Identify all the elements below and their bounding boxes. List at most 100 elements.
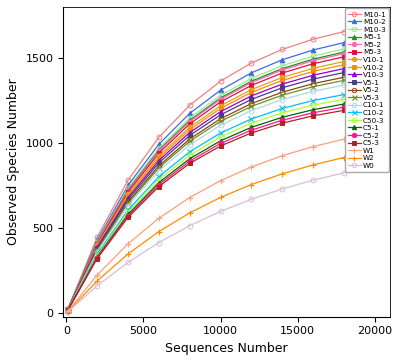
C50-3 xyxy=(311,103,316,107)
V5-2 xyxy=(249,101,254,106)
C50-3 xyxy=(95,253,100,258)
V5-3 xyxy=(156,166,161,170)
V5-3 xyxy=(95,248,100,253)
W1 xyxy=(126,241,130,246)
Line: M5-3: M5-3 xyxy=(66,50,370,312)
V10-3 xyxy=(126,195,130,200)
W2 xyxy=(218,195,223,199)
M10-2 xyxy=(156,142,161,147)
V5-2 xyxy=(342,75,346,79)
V5-2 xyxy=(280,90,284,94)
Line: V5-2: V5-2 xyxy=(66,71,370,312)
M10-2 xyxy=(187,111,192,115)
C5-3 xyxy=(218,144,223,148)
C10-1 xyxy=(218,123,223,127)
C5-2 xyxy=(66,308,70,312)
V5-3 xyxy=(66,308,70,312)
C50-3 xyxy=(280,111,284,115)
C5-3 xyxy=(187,161,192,165)
M5-3 xyxy=(249,83,254,88)
Line: C50-3: C50-3 xyxy=(66,93,370,312)
V10-3 xyxy=(249,94,254,98)
V10-1 xyxy=(66,307,70,312)
C5-2 xyxy=(364,102,369,106)
C5-2 xyxy=(280,118,284,122)
C10-2 xyxy=(95,252,100,256)
Line: V5-3: V5-3 xyxy=(65,74,370,312)
V5-1 xyxy=(311,77,316,81)
C50-3 xyxy=(342,97,346,101)
C5-1 xyxy=(218,139,223,143)
W2 xyxy=(311,163,316,167)
M5-3 xyxy=(126,190,130,194)
W1 xyxy=(311,144,316,149)
M5-3 xyxy=(364,51,369,55)
C5-1 xyxy=(249,125,254,130)
W2 xyxy=(249,182,254,187)
M5-1 xyxy=(249,79,254,83)
C5-3 xyxy=(126,215,130,220)
C5-2 xyxy=(342,105,346,109)
M10-1 xyxy=(95,235,100,240)
C5-2 xyxy=(156,182,161,187)
M5-3 xyxy=(342,55,346,59)
C10-2 xyxy=(66,308,70,312)
Line: C5-2: C5-2 xyxy=(66,101,370,313)
Line: M10-2: M10-2 xyxy=(66,36,370,312)
Y-axis label: Observed Species Number: Observed Species Number xyxy=(7,79,20,245)
M10-3 xyxy=(249,76,254,81)
M10-1 xyxy=(342,29,346,34)
Line: M5-1: M5-1 xyxy=(66,46,370,312)
V10-1 xyxy=(156,154,161,158)
W0 xyxy=(156,240,161,245)
M5-3 xyxy=(218,100,223,104)
V10-1 xyxy=(280,75,284,80)
Line: V10-2: V10-2 xyxy=(66,58,370,312)
C50-3 xyxy=(364,94,369,98)
C5-2 xyxy=(95,256,100,260)
C10-2 xyxy=(280,106,284,111)
M10-2 xyxy=(249,71,254,75)
M10-3 xyxy=(218,93,223,98)
W2 xyxy=(126,252,130,256)
V5-3 xyxy=(126,201,130,206)
V10-3 xyxy=(342,67,346,71)
C50-3 xyxy=(218,135,223,139)
C10-1 xyxy=(156,169,161,173)
X-axis label: Sequences Number: Sequences Number xyxy=(165,342,288,355)
V5-1 xyxy=(187,133,192,138)
C5-2 xyxy=(126,214,130,218)
M10-2 xyxy=(342,41,346,45)
M5-2 xyxy=(156,149,161,153)
M5-2 xyxy=(249,80,254,85)
M5-1 xyxy=(156,148,161,152)
C5-3 xyxy=(364,105,369,109)
C5-2 xyxy=(218,141,223,146)
V5-1 xyxy=(218,113,223,117)
W2 xyxy=(66,310,70,314)
V5-2 xyxy=(187,137,192,141)
Line: C5-3: C5-3 xyxy=(66,105,370,313)
C10-1 xyxy=(311,89,316,93)
M5-2 xyxy=(95,241,100,245)
M10-3 xyxy=(280,63,284,68)
M5-2 xyxy=(218,97,223,101)
Line: W0: W0 xyxy=(66,165,370,314)
M5-1 xyxy=(95,241,100,245)
C5-3 xyxy=(311,114,316,118)
V10-2 xyxy=(364,59,369,63)
Line: C10-1: C10-1 xyxy=(66,79,370,312)
Line: W2: W2 xyxy=(65,150,370,314)
W1 xyxy=(95,273,100,277)
M5-1 xyxy=(364,46,369,50)
Line: M10-3: M10-3 xyxy=(66,42,370,312)
C10-2 xyxy=(364,89,369,93)
V10-1 xyxy=(342,59,346,64)
C5-3 xyxy=(342,108,346,113)
M5-2 xyxy=(311,59,316,63)
W1 xyxy=(66,309,70,313)
V10-2 xyxy=(95,244,100,248)
C5-3 xyxy=(249,131,254,135)
V10-2 xyxy=(218,106,223,110)
C10-2 xyxy=(156,174,161,179)
